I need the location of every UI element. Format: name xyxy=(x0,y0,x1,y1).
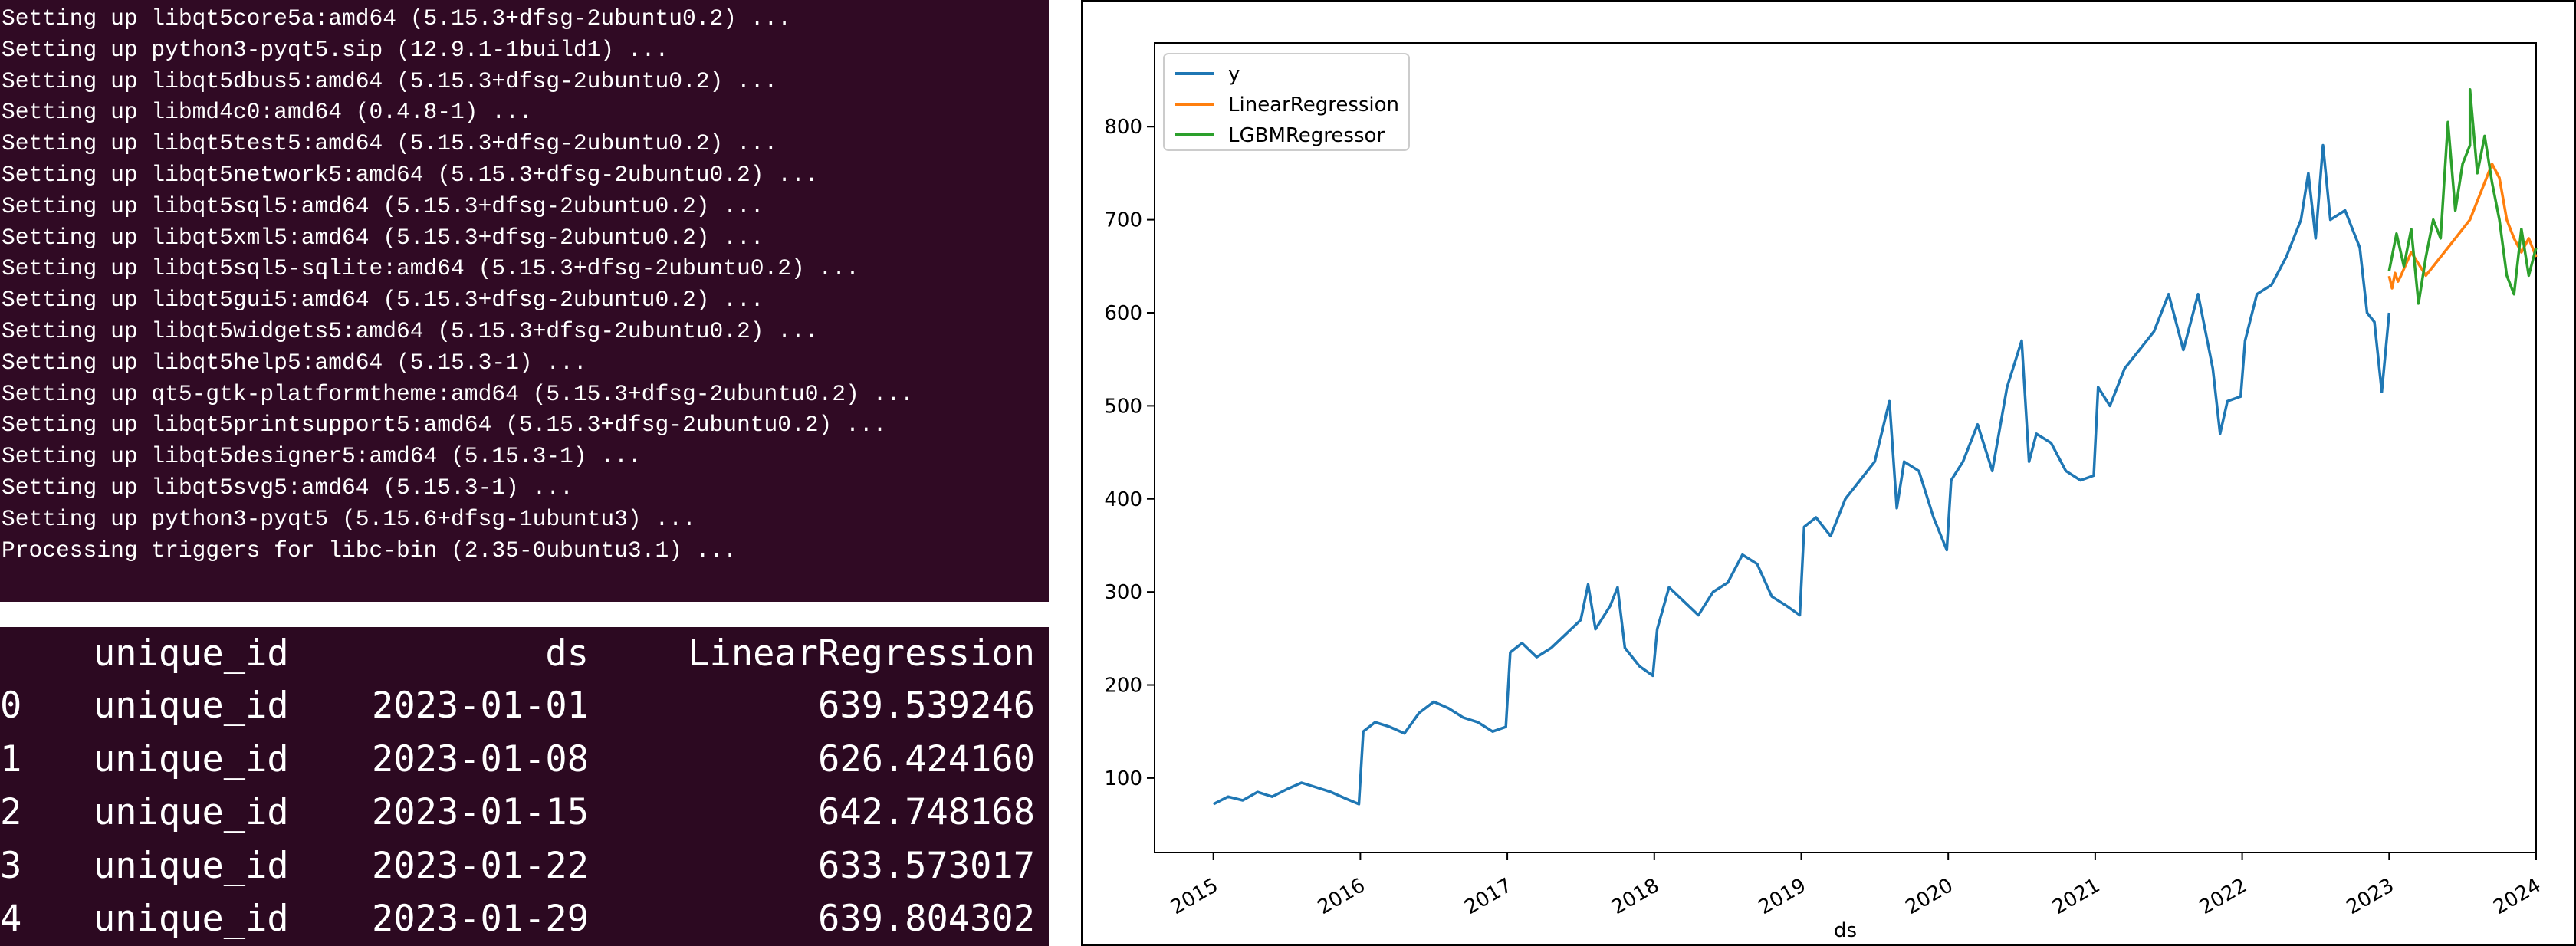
terminal-line: Setting up libqt5widgets5:amd64 (5.15.3+… xyxy=(2,318,819,344)
terminal-line: Setting up libqt5svg5:amd64 (5.15.3-1) .… xyxy=(2,475,573,501)
cell-unique-id: unique_id xyxy=(94,844,289,887)
cell-linear-regression: 639.804302 xyxy=(818,898,1035,940)
terminal-line: Setting up python3-pyqt5.sip (12.9.1-1bu… xyxy=(2,36,669,63)
x-tick-label: 2020 xyxy=(1901,874,1957,919)
terminal-line: Setting up libqt5test5:amd64 (5.15.3+dfs… xyxy=(2,130,778,157)
terminal-line: Setting up libqt5xml5:amd64 (5.15.3+dfsg… xyxy=(2,224,764,251)
column-header-linear-regression: LinearRegression xyxy=(688,632,1035,675)
table-row: 1 unique_id 2023-01-08 626.424160 xyxy=(0,733,1049,787)
y-tick-label: 600 xyxy=(1104,302,1142,325)
axes-frame xyxy=(1154,42,2537,853)
terminal-output: Setting up libqt5core5a:amd64 (5.15.3+df… xyxy=(0,0,1049,602)
table-row: 4 unique_id 2023-01-29 639.804302 xyxy=(0,892,1049,946)
dataframe-header: unique_id ds LinearRegression xyxy=(0,627,1049,681)
table-row: 3 unique_id 2023-01-22 633.573017 xyxy=(0,839,1049,893)
y-tick-label: 800 xyxy=(1104,116,1142,139)
cell-unique-id: unique_id xyxy=(94,791,289,833)
terminal-line: Setting up libqt5help5:amd64 (5.15.3-1) … xyxy=(2,349,587,376)
cell-ds: 2023-01-29 xyxy=(372,898,589,940)
y-tick-label: 300 xyxy=(1104,581,1142,604)
x-tick-label: 2016 xyxy=(1314,874,1369,919)
cell-linear-regression: 642.748168 xyxy=(818,791,1035,833)
y-tick-label: 200 xyxy=(1104,675,1142,698)
legend-box xyxy=(1163,53,1410,151)
terminal-line: Setting up libqt5printsupport5:amd64 (5.… xyxy=(2,412,887,439)
row-index: 4 xyxy=(0,898,22,940)
forecast-chart: 100 200 300 400 500 600 700 800 2015 2016 2017 2018… xyxy=(1081,0,2576,946)
terminal-line: Processing triggers for libc-bin (2.35-0… xyxy=(2,537,737,563)
terminal-line: Setting up qt5-gtk-platformtheme:amd64 (… xyxy=(2,380,914,407)
cell-linear-regression: 626.424160 xyxy=(818,737,1035,780)
y-tick-label: 700 xyxy=(1104,209,1142,232)
column-header-unique-id: unique_id xyxy=(94,632,289,675)
x-tick-label: 2015 xyxy=(1167,874,1222,919)
cell-unique-id: unique_id xyxy=(94,737,289,780)
terminal-line: Setting up libqt5sql5-sqlite:amd64 (5.15… xyxy=(2,255,859,282)
row-index: 3 xyxy=(0,844,22,887)
terminal-line: Setting up python3-pyqt5 (5.15.6+dfsg-1u… xyxy=(2,505,696,532)
terminal-line: Setting up libqt5network5:amd64 (5.15.3+… xyxy=(2,162,819,188)
row-index: 2 xyxy=(0,791,22,833)
chart-svg: 100 200 300 400 500 600 700 800 2015 2016 2017 2018… xyxy=(1081,0,2576,946)
x-tick-label: 2024 xyxy=(2489,874,2545,919)
series-line-linearregression xyxy=(2387,163,2538,290)
x-tick-label: 2019 xyxy=(1755,874,1810,919)
x-tick-label: 2021 xyxy=(2049,874,2104,919)
row-index: 1 xyxy=(0,737,22,780)
cell-ds: 2023-01-01 xyxy=(372,685,589,727)
x-tick-label: 2022 xyxy=(2196,874,2251,919)
series-line-lgbmregressor xyxy=(2387,87,2538,305)
terminal-line: Setting up libqt5core5a:amd64 (5.15.3+df… xyxy=(2,5,792,31)
dataframe-output: unique_id ds LinearRegression 0 unique_id… xyxy=(0,627,1049,946)
table-row: 2 unique_id 2023-01-15 642.748168 xyxy=(0,786,1049,839)
legend-label: y xyxy=(1228,63,1240,86)
cell-linear-regression: 639.539246 xyxy=(818,685,1035,727)
cell-ds: 2023-01-15 xyxy=(372,791,589,833)
x-tick-label: 2023 xyxy=(2342,874,2397,919)
cell-ds: 2023-01-08 xyxy=(372,737,589,780)
x-axis-label: ds xyxy=(1834,919,1857,942)
cell-linear-regression: 633.573017 xyxy=(818,844,1035,887)
figure-border xyxy=(1081,0,2576,946)
y-tick-label: 400 xyxy=(1104,488,1142,511)
cell-ds: 2023-01-22 xyxy=(372,844,589,887)
cell-unique-id: unique_id xyxy=(94,898,289,940)
terminal-line: Setting up libqt5dbus5:amd64 (5.15.3+dfs… xyxy=(2,67,778,94)
terminal-line: Setting up libmd4c0:amd64 (0.4.8-1) ... xyxy=(2,99,533,126)
y-tick-label: 100 xyxy=(1104,767,1142,790)
column-header-ds: ds xyxy=(545,632,589,675)
y-tick-label: 500 xyxy=(1104,395,1142,418)
terminal-line: Setting up libqt5sql5:amd64 (5.15.3+dfsg… xyxy=(2,192,764,219)
legend-label: LGBMRegressor xyxy=(1228,124,1385,147)
terminal-line: Setting up libqt5designer5:amd64 (5.15.3… xyxy=(2,443,642,470)
x-tick-label: 2018 xyxy=(1608,874,1663,919)
terminal-line: Setting up libqt5gui5:amd64 (5.15.3+dfsg… xyxy=(2,287,764,314)
x-tick-label: 2017 xyxy=(1460,874,1516,919)
legend-label: LinearRegression xyxy=(1228,94,1399,117)
table-row: 0 unique_id 2023-01-01 639.539246 xyxy=(0,679,1049,733)
series-line-y xyxy=(1212,143,2391,806)
cell-unique-id: unique_id xyxy=(94,685,289,727)
row-index: 0 xyxy=(0,685,22,727)
